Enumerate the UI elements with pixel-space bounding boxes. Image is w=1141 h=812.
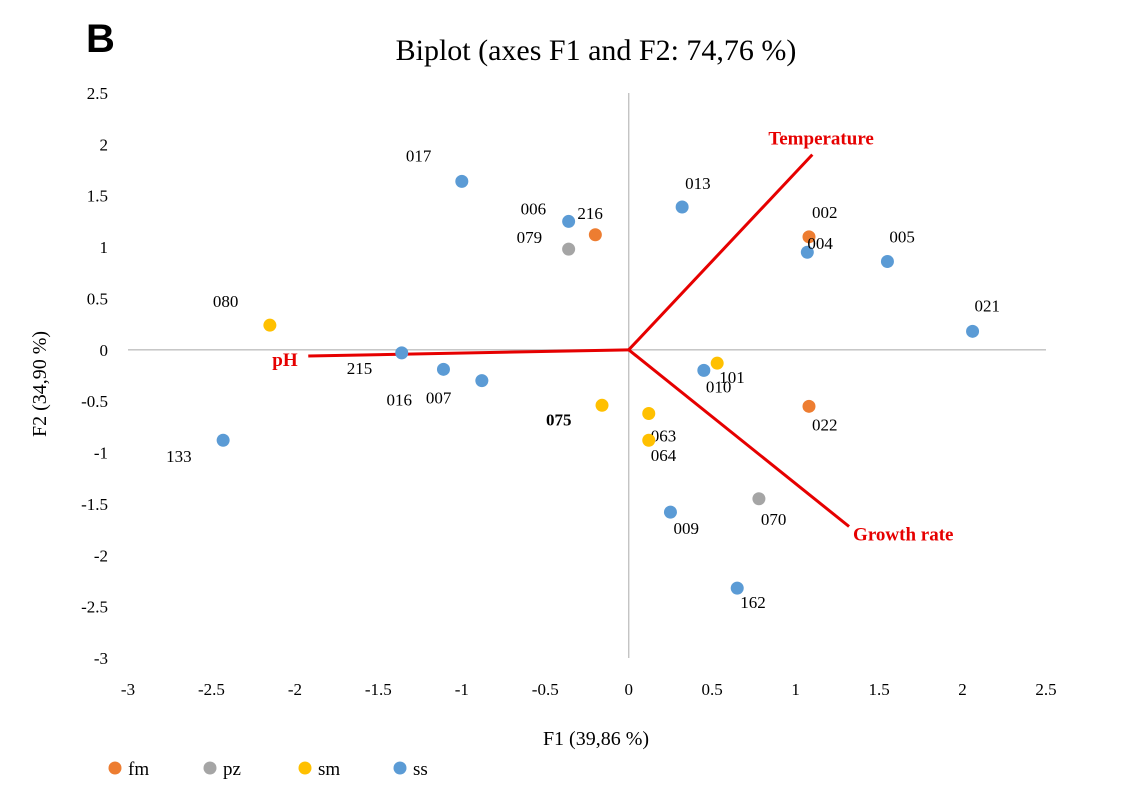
legend-label-fm: fm xyxy=(128,759,149,780)
vector-label-temperature: Temperature xyxy=(768,129,874,150)
point-label-079: 079 xyxy=(517,228,543,247)
x-tick-label: -2 xyxy=(288,680,302,699)
point-label-009: 009 xyxy=(673,519,699,538)
x-tick-label: -3 xyxy=(121,680,135,699)
point-fm-022 xyxy=(802,399,816,413)
legend-label-sm: sm xyxy=(318,759,340,780)
y-tick-label: 2.5 xyxy=(87,84,108,103)
legend-marker-sm xyxy=(298,761,312,775)
y-tick-label: -2 xyxy=(94,546,108,565)
point-ss-162 xyxy=(730,581,744,595)
point-sm-075 xyxy=(595,398,609,412)
point-sm-101 xyxy=(710,356,724,370)
y-tick-label: 1.5 xyxy=(87,187,108,206)
point-label-075: 075 xyxy=(546,410,572,429)
point-label-101: 101 xyxy=(719,368,745,387)
y-tick-label: 0 xyxy=(100,341,109,360)
x-tick-label: 1 xyxy=(791,680,800,699)
point-ss-013 xyxy=(675,200,689,214)
point-label-016: 016 xyxy=(386,390,412,409)
vector-label-ph: pH xyxy=(272,350,298,371)
x-tick-label: -0.5 xyxy=(532,680,559,699)
point-label-080: 080 xyxy=(213,292,239,311)
point-label-021: 021 xyxy=(975,296,1001,315)
point-pz-079 xyxy=(562,242,576,256)
y-tick-label: 1 xyxy=(100,238,109,257)
y-tick-label: -0.5 xyxy=(81,392,108,411)
point-label-064: 064 xyxy=(651,446,677,465)
point-label-162: 162 xyxy=(740,593,766,612)
point-label-005: 005 xyxy=(889,227,915,246)
x-tick-label: -1 xyxy=(455,680,469,699)
x-tick-label: 0.5 xyxy=(702,680,723,699)
point-label-004: 004 xyxy=(807,234,833,253)
point-pz-070 xyxy=(752,492,766,506)
point-label-006: 006 xyxy=(521,199,547,218)
point-label-215: 215 xyxy=(347,359,373,378)
x-tick-label: 2 xyxy=(958,680,967,699)
y-tick-label: -2.5 xyxy=(81,598,108,617)
vector-line-growth-rate xyxy=(627,348,850,528)
point-label-070: 070 xyxy=(761,510,787,529)
y-tick-label: 0.5 xyxy=(87,289,108,308)
legend-label-pz: pz xyxy=(223,759,241,780)
panel-letter: B xyxy=(86,17,115,61)
y-tick-label: -1.5 xyxy=(81,495,108,514)
point-ss-006 xyxy=(562,214,576,228)
legend-marker-ss xyxy=(393,761,407,775)
point-label-013: 013 xyxy=(685,174,711,193)
point-ss-017 xyxy=(455,174,469,188)
point-sm-080 xyxy=(263,318,277,332)
point-label-002: 002 xyxy=(812,203,838,222)
point-ss-021 xyxy=(966,324,980,338)
point-sm-063 xyxy=(642,407,656,421)
vector-line-temperature xyxy=(627,153,814,351)
point-label-216: 216 xyxy=(577,204,603,223)
y-tick-label: 2 xyxy=(100,135,109,154)
vector-label-growth-rate: Growth rate xyxy=(853,525,953,546)
x-axis-label: F1 (39,86 %) xyxy=(543,728,649,750)
point-ss-215 xyxy=(395,346,409,360)
point-ss-016 xyxy=(436,362,450,376)
point-label-133: 133 xyxy=(166,447,192,466)
vectors-layer: Temperature pH Growth rate xyxy=(272,129,953,546)
chart-title: Biplot (axes F1 and F2: 74,76 %) xyxy=(396,34,797,67)
vector-line-ph xyxy=(308,348,629,358)
legend: fm pz sm ss xyxy=(108,759,428,780)
axes-layer: -3 -2.5 -2 -1.5 -1 -0.5 0 0.5 1 1.5 2 2.5 2.5 2 1.5 1 0.… xyxy=(81,84,1057,699)
legend-label-ss: ss xyxy=(413,759,428,780)
x-tick-label: 1.5 xyxy=(868,680,889,699)
point-ss-010 xyxy=(697,363,711,377)
x-tick-label: -2.5 xyxy=(198,680,225,699)
y-axis-label: F2 (34,90 %) xyxy=(29,331,51,437)
point-label-010: 010 xyxy=(706,377,732,396)
point-ss-133 xyxy=(216,433,230,447)
legend-marker-fm xyxy=(108,761,122,775)
y-tick-label: -3 xyxy=(94,649,108,668)
point-label-007: 007 xyxy=(426,389,452,408)
point-ss-005 xyxy=(880,254,894,268)
point-ss-009 xyxy=(663,505,677,519)
point-label-022: 022 xyxy=(812,415,838,434)
legend-marker-pz xyxy=(203,761,217,775)
point-fm-216 xyxy=(588,228,602,242)
point-label-017: 017 xyxy=(406,146,432,165)
x-tick-label: 2.5 xyxy=(1035,680,1056,699)
x-tick-label: 0 xyxy=(624,680,633,699)
point-ss-004 xyxy=(800,245,814,259)
x-tick-label: -1.5 xyxy=(365,680,392,699)
point-ss-007 xyxy=(475,374,489,388)
point-fm-002 xyxy=(802,230,816,244)
point-label-063: 063 xyxy=(651,427,677,446)
point-sm-064 xyxy=(642,433,656,447)
y-tick-label: -1 xyxy=(94,444,108,463)
